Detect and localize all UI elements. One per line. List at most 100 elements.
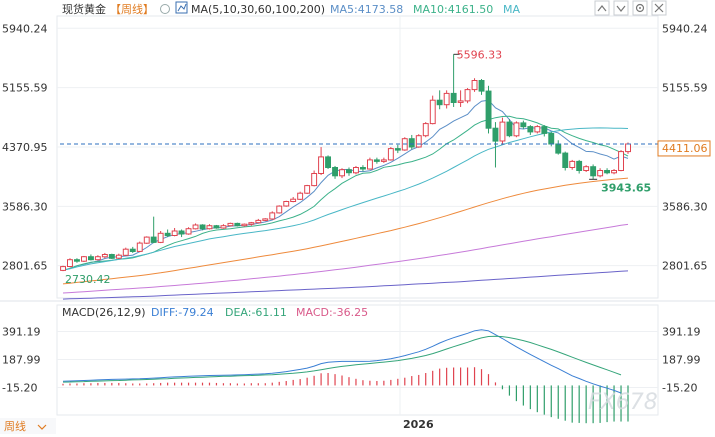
ma-chart-icon [177,3,187,12]
candle-down [150,236,157,243]
candles [60,54,631,272]
candle-up [122,248,129,256]
grid-layer [0,15,715,416]
candle-up [318,156,325,174]
macd-params-label[interactable]: MACD(26,12,9) [62,306,146,319]
ma-line-ma60 [62,177,629,285]
macd-histogram [62,367,629,424]
ma10-readout: MA10:4161.50 [413,3,493,16]
candle-up [94,256,101,261]
candle-up [311,173,318,187]
annotations: 5596.33 3943.65 2730.42 [65,48,651,286]
close-icon[interactable] [651,0,667,16]
candle-up [422,123,429,137]
candle-up [429,99,436,125]
candle-up [513,122,520,137]
candle-down [325,156,332,168]
candle-down [590,166,597,177]
candle-up [276,205,283,214]
candle-up [290,198,297,202]
footer-period-tab[interactable]: 周线 [4,419,26,433]
candle-up [534,126,541,133]
price-axis: 5940.245940.245155.595155.594370.954370.… [2,22,708,272]
ma-lines [62,99,629,300]
macd-tick-label-left: -15.20 [2,382,37,395]
candle-up [339,169,346,177]
chevron-down-icon[interactable] [37,424,47,430]
macd-readout: MACD:-36.25 [296,306,368,319]
symbol-label: 现货黄金 [62,2,106,16]
ma-params-label[interactable]: MA(5,10,30,60,100,200) [191,3,325,16]
candle-up [241,223,248,227]
candle-up [569,160,576,168]
ma-line-ma200 [62,270,629,300]
ma5-readout: MA5:4173.58 [330,3,403,16]
price-tick-label-right: 5940.24 [662,22,708,35]
candle-up [192,224,199,230]
candle-up [367,159,373,170]
candle-up [227,222,234,227]
candle-up [185,228,192,235]
start-low-annotation: 2730.42 [65,273,111,286]
candle-down [576,160,583,171]
candle-up [81,256,87,262]
candle-down [213,225,220,229]
candle-down [129,248,136,252]
low-annotation: 3943.65 [601,181,651,194]
price-tick-label-left: 3586.30 [2,200,48,213]
current-price-box [657,140,711,157]
candle-down [527,126,534,133]
ma-checkbox-icon[interactable] [175,1,188,14]
price-tick-label-left: 5940.24 [2,22,48,35]
settings-icon[interactable] [632,0,648,16]
candle-up [248,222,255,225]
candle-up [283,201,290,207]
dea-readout: DEA:-61.11 [225,306,287,319]
watermark: FX678 [588,390,658,415]
price-panel-frame [56,15,659,299]
candle-up [67,259,73,268]
candle-down [394,148,401,151]
period-label[interactable]: 【周线】 [110,2,154,16]
footer-period-tab-bg[interactable] [0,418,56,434]
candle-down [520,122,527,128]
candle-up [415,135,422,148]
candle-up [115,254,122,259]
chevron-down-icon[interactable] [613,0,629,16]
macd-axis: 391.19 391.19 187.99 187.99 -15.20 -15.20 [2,325,701,394]
macd-lines [62,329,622,394]
macd-tick-label-left: 187.99 [2,354,41,367]
candle-down [506,121,513,137]
candle-down [108,254,115,259]
x-axis-year-label: 2026 [403,418,434,431]
candle-down [74,259,80,262]
candle-down [450,92,457,104]
price-tick-label-left: 2801.65 [2,260,48,273]
toolbar [594,0,667,16]
candle-down [234,222,241,227]
dea-line [62,335,622,383]
macd-tick-label-right: 187.99 [662,354,701,367]
price-tick-label-right: 5155.59 [662,82,708,95]
candle-up [157,232,164,243]
candle-down [373,159,380,162]
price-tick-label-left: 5155.59 [2,82,48,95]
ma-visibility-toggle[interactable] [160,4,170,14]
candle-down [178,230,185,235]
high-annotation: 5596.33 [457,48,503,61]
ma-line-ma100 [62,223,629,294]
candle-down [485,90,492,129]
ma-toggle-icon[interactable] [160,4,170,14]
diff-line [62,329,622,394]
candle-up [499,121,506,142]
ma-more-label: MA [503,3,520,16]
chevron-up-icon[interactable] [594,0,610,16]
candle-up [471,80,478,91]
candle-up [262,218,269,221]
candle-down [346,169,352,174]
price-tick-label-left: 4370.95 [2,141,48,154]
candle-up [625,143,631,153]
candle-up [464,89,471,102]
candle-up [387,148,394,161]
